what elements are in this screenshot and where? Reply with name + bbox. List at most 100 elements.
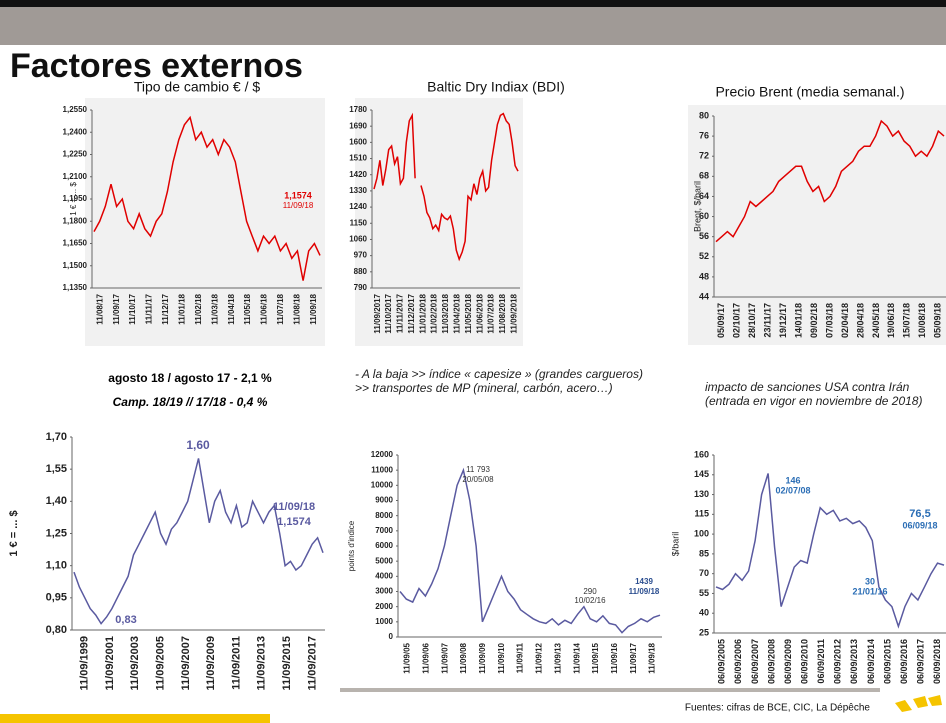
line xyxy=(73,458,324,625)
y-tick-label: 70 xyxy=(699,568,709,578)
y-tick-label: 1060 xyxy=(349,235,367,244)
y-tick-label: 1,25 xyxy=(46,527,67,539)
y-tick-label: 1,1950 xyxy=(63,194,88,203)
y-tick-label: 52 xyxy=(699,251,709,261)
line xyxy=(373,112,519,262)
y-tick-label: 9000 xyxy=(375,496,393,505)
x-tick-label: 06/09/2011 xyxy=(816,639,826,684)
annotation: 11 793 xyxy=(466,465,490,474)
note: - A la baja >> índice « capesize » (gran… xyxy=(355,367,643,395)
y-tick-label: 1,40 xyxy=(46,495,67,507)
x-tick-label: 11/08/18 xyxy=(292,293,301,324)
y-tick-label: 1,70 xyxy=(46,431,67,443)
panel xyxy=(85,98,325,346)
x-tick-label: 28/04/18 xyxy=(855,303,865,338)
x-tick-label: 11/08/17 xyxy=(95,293,104,324)
x-tick-label: 11/06/18 xyxy=(260,293,269,324)
annotation: 02/07/08 xyxy=(775,485,810,495)
y-tick-label: 1,1650 xyxy=(63,239,88,248)
x-tick-label: 11/06/2018 xyxy=(475,293,484,333)
y-tick-label: 4000 xyxy=(375,571,393,580)
chart-title: Baltic Dry Indiax (BDI) xyxy=(427,79,565,95)
y-tick-label: 790 xyxy=(354,283,368,292)
x-tick-label: 11/09/14 xyxy=(572,642,581,673)
y-tick-label: 1600 xyxy=(349,137,367,146)
y-tick-label: 40 xyxy=(699,608,709,618)
y-axis-label: 1 € = ... $ xyxy=(8,510,20,556)
x-tick-label: 11/09/09 xyxy=(478,642,487,673)
x-tick-label: 06/09/2016 xyxy=(899,639,909,684)
x-tick-label: 11/09/2018 xyxy=(509,293,518,333)
annotation: 11/09/18 xyxy=(629,587,660,596)
annotation: 21/01/16 xyxy=(852,586,887,596)
source: Fuentes: cifras de BCE, CIC, La Dépêche xyxy=(685,703,871,714)
y-tick-label: 85 xyxy=(699,548,709,558)
y-tick-label: 145 xyxy=(694,469,709,479)
y-tick-label: 10000 xyxy=(371,480,394,489)
x-tick-label: 11/09/2007 xyxy=(180,636,192,690)
y-tick-label: 1,1800 xyxy=(63,216,88,225)
y-tick-label: 7000 xyxy=(375,526,393,535)
y-axis-label: 1 € = ... $ xyxy=(69,182,78,216)
y-axis-label: Brent, $/baril xyxy=(692,181,702,232)
x-tick-label: 11/03/2018 xyxy=(441,293,450,333)
y-tick-label: 1,1350 xyxy=(63,283,88,292)
line xyxy=(715,473,945,629)
y-tick-label: 970 xyxy=(354,251,368,260)
y-tick-label: 1000 xyxy=(375,617,393,626)
x-tick-label: 11/07/2018 xyxy=(487,293,496,333)
x-tick-label: 11/07/18 xyxy=(276,293,285,324)
y-tick-label: 160 xyxy=(694,449,709,459)
x-tick-label: 19/12/17 xyxy=(778,303,788,338)
y-tick-label: 80 xyxy=(699,110,709,120)
x-tick-label: 11/09/18 xyxy=(309,293,318,324)
y-tick-label: 1510 xyxy=(349,154,367,163)
x-tick-label: 11/10/17 xyxy=(128,293,137,324)
y-tick-label: 1,55 xyxy=(46,463,67,475)
y-axis-label: points d'indice xyxy=(347,520,356,571)
annotation: 0,83 xyxy=(115,614,136,626)
x-tick-label: 11/12/2017 xyxy=(407,293,416,333)
y-tick-label: 5000 xyxy=(375,556,393,565)
x-tick-label: 11/01/18 xyxy=(177,293,186,324)
x-tick-label: 02/04/18 xyxy=(840,303,850,338)
x-tick-label: 06/09/2018 xyxy=(932,639,942,684)
y-tick-label: 0 xyxy=(389,632,394,641)
line xyxy=(715,119,945,243)
x-tick-label: 06/09/2013 xyxy=(849,639,859,684)
annotation: 1,1574 xyxy=(284,190,312,200)
chart-title: Precio Brent (media semanal.) xyxy=(715,84,904,100)
x-tick-label: 11/09/15 xyxy=(591,642,600,673)
header-band xyxy=(0,7,946,45)
x-tick-label: 24/05/18 xyxy=(871,303,881,338)
annotation: 1,60 xyxy=(186,438,210,452)
x-tick-label: 11/09/08 xyxy=(459,642,468,673)
x-tick-label: 02/10/17 xyxy=(732,303,742,338)
y-tick-label: 1330 xyxy=(349,186,367,195)
x-tick-label: 15/07/18 xyxy=(902,303,912,338)
x-tick-label: 11/01/2018 xyxy=(418,293,427,333)
x-tick-label: 06/09/2010 xyxy=(800,639,810,684)
x-tick-label: 11/02/2018 xyxy=(430,293,439,333)
y-tick-label: 72 xyxy=(699,151,709,161)
y-tick-label: 1,2250 xyxy=(63,150,88,159)
x-tick-label: 11/09/2015 xyxy=(281,636,293,690)
y-tick-label: 1,10 xyxy=(46,560,67,572)
x-tick-label: 11/09/17 xyxy=(629,642,638,673)
x-tick-label: 11/09/2011 xyxy=(230,636,242,690)
x-tick-label: 06/09/2015 xyxy=(882,639,892,684)
x-tick-label: 11/09/05 xyxy=(403,642,412,673)
y-tick-label: 12000 xyxy=(371,450,394,459)
x-tick-label: 14/01/18 xyxy=(793,303,803,338)
annotation: 11/09/18 xyxy=(283,201,314,210)
logo xyxy=(895,695,942,712)
y-tick-label: 76 xyxy=(699,130,709,140)
line xyxy=(399,467,661,634)
x-tick-label: 05/09/18 xyxy=(933,303,943,338)
y-tick-label: 55 xyxy=(699,588,709,598)
y-tick-label: 1420 xyxy=(349,170,367,179)
annotation: 146 xyxy=(785,475,800,485)
note: impacto de sanciones USA contra Irán (en… xyxy=(705,380,923,408)
y-tick-label: 1240 xyxy=(349,202,367,211)
